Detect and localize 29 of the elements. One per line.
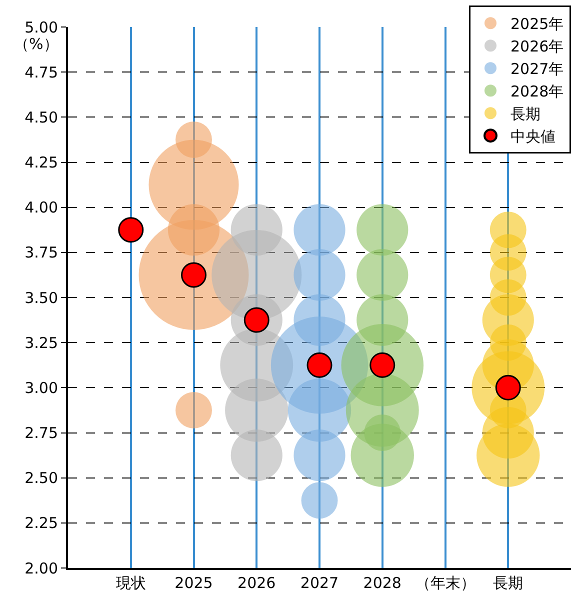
- x-tick-label: 2028: [363, 574, 402, 592]
- x-tick-label: 長期: [493, 574, 524, 592]
- y-tick-label: 2.25: [24, 514, 58, 532]
- y-tick-label: 4.75: [24, 63, 58, 82]
- point: [181, 262, 206, 288]
- legend-label: 2027年: [510, 60, 564, 78]
- legend-label: 2026年: [510, 37, 564, 56]
- x-tick-label: 2027: [300, 574, 339, 592]
- x-tick-label: 現状: [116, 574, 146, 592]
- y-tick-label: 4.50: [24, 108, 58, 126]
- x-tick-label: 2026: [238, 574, 276, 592]
- y-tick-label: 3.50: [24, 288, 58, 307]
- y-tick-label: 2.75: [24, 424, 58, 442]
- legend-label: 2028年: [510, 82, 564, 100]
- y-tick-label: 2.50: [24, 469, 58, 488]
- x-tick-label: （年末）: [415, 574, 476, 592]
- y-tick-label: 4.25: [24, 154, 58, 172]
- point: [118, 217, 144, 243]
- y-axis-title: （%）: [14, 35, 58, 53]
- x-tick-label: 2025: [174, 574, 213, 592]
- y-tick-label: 3.25: [24, 334, 58, 352]
- y-tick-label: 4.00: [24, 198, 58, 217]
- y-tick-label: 5.00: [24, 18, 58, 36]
- legend-label: 2025年: [510, 14, 564, 33]
- legend-label: 長期: [510, 104, 540, 123]
- legend-label: 中央値: [510, 127, 556, 146]
- y-tick-label: 3.00: [24, 378, 58, 397]
- y-tick-label: 3.75: [24, 244, 58, 262]
- y-tick-label: 2.00: [24, 559, 58, 578]
